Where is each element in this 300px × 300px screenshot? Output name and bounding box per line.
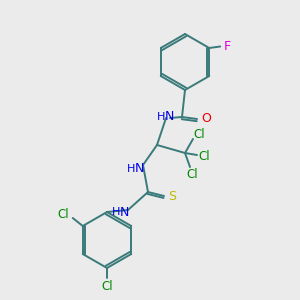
Text: N: N [134,163,144,176]
Text: Cl: Cl [57,208,69,220]
Text: H: H [157,112,165,122]
Text: H: H [112,207,120,217]
Text: Cl: Cl [101,280,113,292]
Text: Cl: Cl [186,167,198,181]
Text: F: F [224,40,231,52]
Text: N: N [164,110,174,124]
Text: Cl: Cl [193,128,205,140]
Text: H: H [127,164,135,174]
Text: N: N [119,206,129,218]
Text: S: S [168,190,176,202]
Text: O: O [201,112,211,125]
Text: Cl: Cl [198,151,210,164]
